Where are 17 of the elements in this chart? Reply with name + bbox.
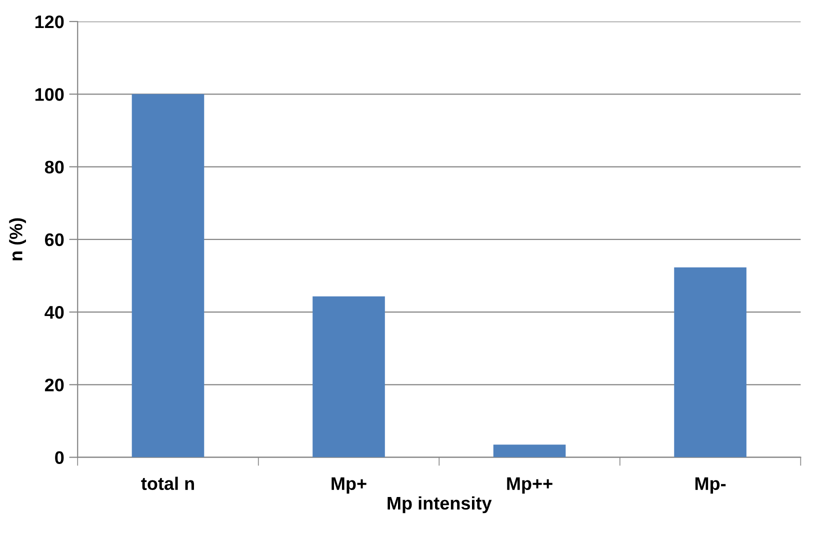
bar: [312, 296, 385, 458]
y-tick-label: 80: [44, 160, 64, 174]
y-tick-label: 40: [44, 306, 64, 319]
y-tick-label: 20: [44, 378, 64, 392]
y-axis-title: n (%): [9, 218, 26, 260]
x-tick-label: Mp-: [695, 477, 726, 494]
bar: [674, 267, 746, 458]
y-tick-label: 60: [45, 233, 64, 246]
y-tick-label: 0: [55, 451, 64, 464]
x-tick-label: total n: [141, 476, 194, 490]
x-tick-label: Mp++: [507, 477, 552, 494]
bar: [493, 444, 566, 458]
x-tick-label: Mp+: [332, 477, 366, 494]
y-tick-label: 120: [35, 15, 64, 28]
y-tick-label: 100: [35, 88, 64, 101]
x-axis-title: Mp intensity: [388, 496, 492, 514]
bar: [132, 94, 204, 458]
